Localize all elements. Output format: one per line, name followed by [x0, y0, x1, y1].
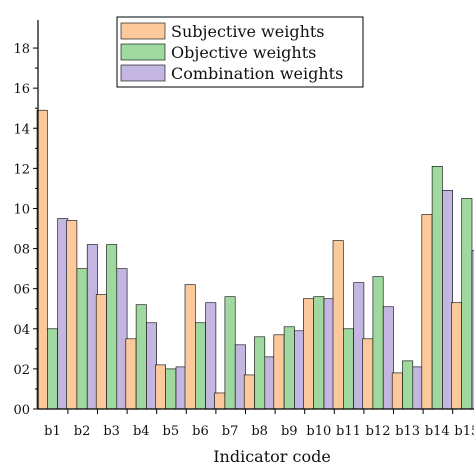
bar-b11-series-2	[342, 328, 354, 410]
legend-swatch-1	[120, 22, 166, 40]
bar-b14-series-2	[431, 166, 443, 410]
legend-label-1: Subjective weights	[171, 22, 325, 41]
x-tick-label-b9: b9	[281, 424, 298, 439]
bar-b9-series-2	[283, 326, 295, 410]
bar-b3-series-2	[106, 244, 118, 410]
y-ticks: 00 02 04 06 08 10 12 14 16 18	[13, 42, 38, 418]
bar-b5-series-1	[155, 364, 166, 410]
x-tick-label-b6: b6	[192, 424, 209, 439]
x-tick-label-b4: b4	[133, 424, 150, 439]
x-tick-label-b11: b11	[336, 424, 361, 439]
legend-label-3: Combination weights	[171, 64, 343, 83]
bar-b10-series-2	[313, 296, 325, 410]
x-tick-label-b12: b12	[366, 424, 391, 439]
bar-b6-series-1	[184, 284, 196, 410]
bar-b15-series-1	[451, 302, 462, 410]
y-tick-label: 12	[13, 162, 30, 177]
bar-b11-series-1	[332, 240, 344, 410]
bar-b4-series-2	[135, 304, 147, 410]
y-tick-label: 04	[13, 323, 30, 338]
bar-b7-series-2	[224, 296, 236, 410]
x-tick-label-b5: b5	[163, 424, 180, 439]
bar-b13-series-2	[402, 360, 414, 410]
bar-b1-series-2	[46, 328, 58, 410]
legend-swatch-3	[120, 64, 166, 82]
bar-b9-series-1	[273, 334, 285, 410]
bar-b2-series-2	[76, 268, 88, 410]
y-tick-label: 14	[13, 122, 30, 137]
bar-b6-series-2	[195, 322, 206, 410]
x-ticks: b1 b2 b3 b4 b5 b6 b7 b8 b9 b10 b11 b12 b13 b14 b15	[44, 409, 474, 439]
y-tick-label: 16	[13, 82, 30, 97]
x-tick-label-b13: b13	[395, 424, 420, 439]
bar-b14-series-1	[421, 214, 433, 410]
y-tick-label: 02	[13, 363, 30, 378]
x-tick-label-b8: b8	[251, 424, 268, 439]
bar-b8-series-2	[254, 336, 266, 410]
legend: Subjective weights Objective weights Combi…	[116, 16, 364, 88]
bar-b4-series-1	[125, 338, 137, 410]
x-tick-label-b10: b10	[306, 424, 331, 439]
x-tick-label-b1: b1	[44, 424, 61, 439]
y-tick-label: 06	[13, 283, 30, 298]
x-tick-label-b15: b15	[454, 424, 474, 439]
bar-b12-series-1	[362, 338, 374, 410]
x-tick-label-b2: b2	[74, 424, 91, 439]
bar-b3-series-1	[95, 294, 107, 410]
bar-b8-series-1	[243, 374, 255, 410]
bar-b15-series-2	[461, 198, 473, 410]
x-axis-title: Indicator code	[213, 447, 331, 466]
bar-b13-series-1	[391, 372, 403, 410]
y-tick-label: 10	[13, 202, 30, 217]
bar-b5-series-2	[165, 368, 177, 410]
y-tick-label: 08	[13, 243, 30, 258]
x-tick-label-b14: b14	[425, 424, 450, 439]
bar-b7-series-1	[214, 392, 226, 410]
legend-swatch-2	[120, 43, 166, 61]
bars-layer	[36, 109, 474, 410]
bar-b10-series-1	[303, 298, 314, 410]
x-tick-label-b7: b7	[222, 424, 239, 439]
bar-b15-series-3	[471, 250, 474, 410]
legend-label-2: Objective weights	[171, 43, 316, 62]
y-tick-label: 00	[13, 403, 30, 418]
axes-layer	[37, 20, 474, 410]
y-tick-label: 18	[13, 42, 30, 57]
bar-b12-series-2	[372, 276, 384, 410]
x-tick-label-b3: b3	[103, 424, 120, 439]
bar-b2-series-1	[66, 220, 78, 410]
